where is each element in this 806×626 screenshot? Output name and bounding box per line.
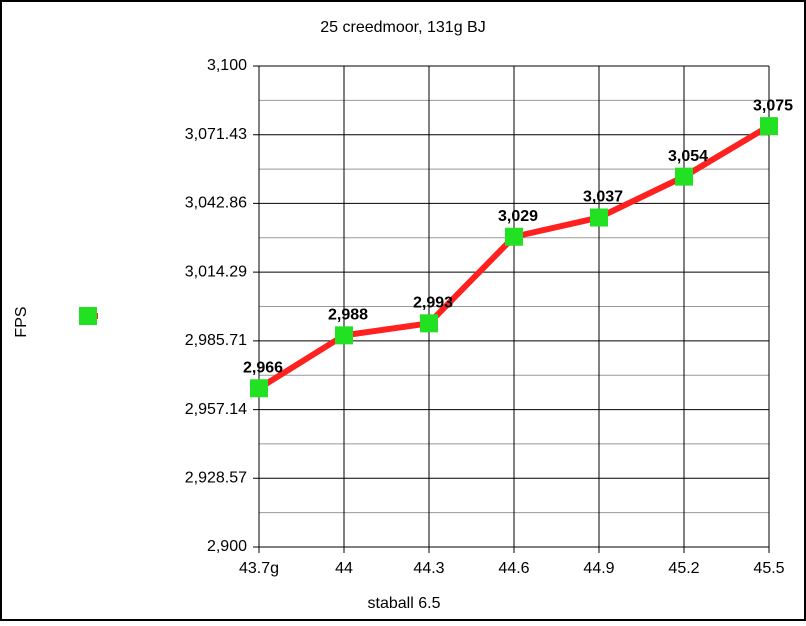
value-label: 2,993: [413, 295, 453, 312]
x-tick-label: 44: [335, 560, 353, 577]
marker: [420, 314, 438, 333]
marker: [250, 379, 268, 398]
legend-marker: [79, 307, 97, 325]
marker: [675, 167, 693, 186]
x-tick-label: 44.3: [413, 560, 444, 577]
x-tick-label: 44.6: [498, 560, 529, 577]
value-label: 3,054: [668, 148, 708, 165]
y-tick-label: 3,071.43: [185, 126, 247, 143]
x-axis-title: staball 6.5: [368, 595, 441, 612]
x-tick-label: 45.5: [753, 560, 784, 577]
y-tick-label: 2,928.57: [185, 470, 247, 487]
marker: [590, 208, 608, 227]
value-label: 3,029: [498, 208, 538, 225]
chart-title: 25 creedmoor, 131g BJ: [320, 19, 485, 36]
y-tick-label: 2,957.14: [185, 401, 247, 418]
y-tick-label: 3,042.86: [185, 195, 247, 212]
y-tick-label: 2,900: [207, 538, 247, 555]
x-tick-label: 43.7g: [239, 560, 279, 577]
marker: [760, 117, 778, 136]
y-tick-label: 2,985.71: [185, 332, 247, 349]
marker: [335, 326, 353, 345]
value-label: 3,075: [753, 97, 793, 114]
y-axis-title: FPS: [13, 306, 30, 337]
value-label: 2,966: [243, 359, 283, 376]
y-tick-label: 3,100: [207, 57, 247, 74]
value-label: 2,988: [328, 307, 368, 324]
marker: [505, 227, 523, 246]
y-tick-label: 3,014.29: [185, 263, 247, 280]
value-label: 3,037: [583, 189, 623, 206]
x-tick-label: 45.2: [668, 560, 699, 577]
x-tick-label: 44.9: [583, 560, 614, 577]
